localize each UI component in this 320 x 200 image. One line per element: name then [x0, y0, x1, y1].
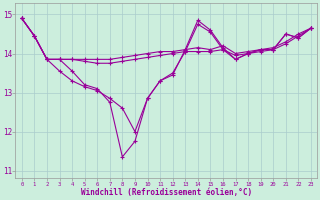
- X-axis label: Windchill (Refroidissement éolien,°C): Windchill (Refroidissement éolien,°C): [81, 188, 252, 197]
